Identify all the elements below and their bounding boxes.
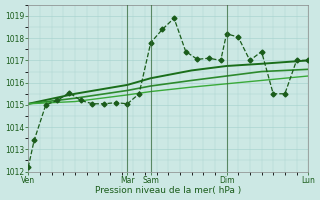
X-axis label: Pression niveau de la mer( hPa ): Pression niveau de la mer( hPa ): [95, 186, 241, 195]
